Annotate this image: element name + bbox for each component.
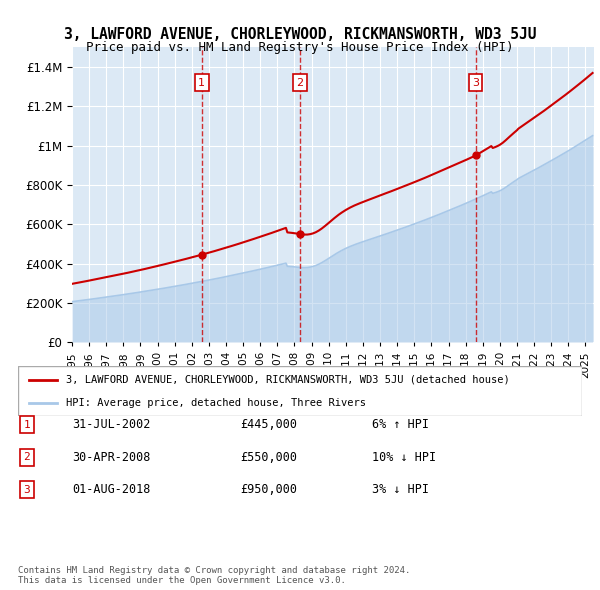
Text: 6% ↑ HPI: 6% ↑ HPI [372, 418, 429, 431]
Text: Price paid vs. HM Land Registry's House Price Index (HPI): Price paid vs. HM Land Registry's House … [86, 41, 514, 54]
Text: Contains HM Land Registry data © Crown copyright and database right 2024.: Contains HM Land Registry data © Crown c… [18, 566, 410, 575]
Text: 3, LAWFORD AVENUE, CHORLEYWOOD, RICKMANSWORTH, WD3 5JU (detached house): 3, LAWFORD AVENUE, CHORLEYWOOD, RICKMANS… [66, 375, 509, 385]
Text: 1: 1 [198, 78, 205, 87]
Text: 3% ↓ HPI: 3% ↓ HPI [372, 483, 429, 496]
Text: 3: 3 [472, 78, 479, 87]
Text: This data is licensed under the Open Government Licence v3.0.: This data is licensed under the Open Gov… [18, 576, 346, 585]
Text: HPI: Average price, detached house, Three Rivers: HPI: Average price, detached house, Thre… [66, 398, 366, 408]
Text: 2: 2 [296, 78, 304, 87]
Text: 1: 1 [23, 420, 31, 430]
FancyBboxPatch shape [18, 366, 582, 416]
Text: 2: 2 [23, 453, 31, 462]
Text: 31-JUL-2002: 31-JUL-2002 [72, 418, 151, 431]
Text: 10% ↓ HPI: 10% ↓ HPI [372, 451, 436, 464]
Text: £445,000: £445,000 [240, 418, 297, 431]
Text: 3: 3 [23, 485, 31, 494]
Text: 3, LAWFORD AVENUE, CHORLEYWOOD, RICKMANSWORTH, WD3 5JU: 3, LAWFORD AVENUE, CHORLEYWOOD, RICKMANS… [64, 27, 536, 41]
Text: £550,000: £550,000 [240, 451, 297, 464]
Text: 01-AUG-2018: 01-AUG-2018 [72, 483, 151, 496]
Text: 30-APR-2008: 30-APR-2008 [72, 451, 151, 464]
Text: £950,000: £950,000 [240, 483, 297, 496]
